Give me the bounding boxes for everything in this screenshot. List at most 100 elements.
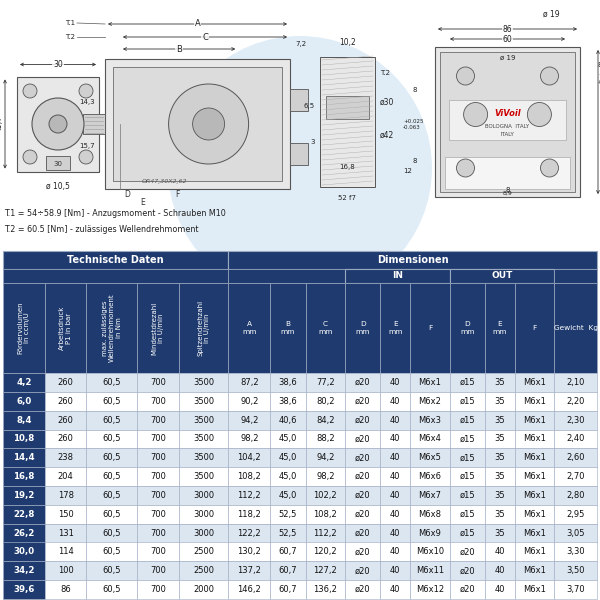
Text: M6x7: M6x7 (418, 491, 442, 500)
Text: M6x12: M6x12 (416, 585, 444, 594)
Text: ø20: ø20 (355, 472, 370, 481)
Text: A
mm: A mm (242, 322, 257, 335)
Text: OUT: OUT (491, 271, 512, 280)
Text: 120,2: 120,2 (314, 547, 337, 556)
Text: 700: 700 (150, 566, 166, 575)
Bar (45, 430, 86, 448)
Bar (305, 283, 345, 373)
Text: F: F (533, 325, 537, 331)
Bar (271, 373, 305, 392)
Text: 45,0: 45,0 (279, 491, 297, 500)
Text: ø20: ø20 (460, 585, 475, 594)
Bar (3, 542, 45, 562)
Text: ø30: ø30 (380, 98, 394, 107)
Text: T.1: T.1 (65, 20, 75, 26)
Text: 136,2: 136,2 (313, 585, 337, 594)
Text: 60,5: 60,5 (103, 378, 121, 387)
Text: 700: 700 (150, 585, 166, 594)
Text: 40: 40 (390, 397, 401, 406)
Bar (271, 580, 305, 599)
Text: 40: 40 (390, 434, 401, 443)
Text: F: F (428, 325, 432, 331)
Text: Mindestdrezahl
in U/min: Mindestdrezahl in U/min (151, 301, 164, 355)
Bar (45, 562, 86, 580)
Bar (515, 562, 554, 580)
Bar (345, 392, 380, 410)
Circle shape (79, 84, 93, 98)
Text: 98,2: 98,2 (240, 434, 259, 443)
Bar (229, 505, 271, 524)
Bar (271, 392, 305, 410)
Text: 238: 238 (58, 453, 74, 462)
Bar (229, 410, 271, 430)
Bar (345, 430, 380, 448)
Bar (554, 542, 597, 562)
Bar (271, 448, 305, 467)
Text: 40: 40 (390, 585, 401, 594)
Bar (229, 467, 271, 486)
Text: 60,5: 60,5 (103, 472, 121, 481)
Text: 35: 35 (494, 529, 505, 538)
Bar (17, 76, 99, 172)
Text: M6x10: M6x10 (416, 547, 444, 556)
Bar (305, 486, 345, 505)
Bar (3, 467, 45, 486)
Text: ø42: ø42 (380, 130, 394, 139)
Text: 3500: 3500 (193, 453, 214, 462)
Text: 3000: 3000 (193, 529, 214, 538)
Bar (449, 562, 485, 580)
Text: D
mm: D mm (355, 322, 370, 335)
Circle shape (32, 98, 84, 150)
Text: 8,9: 8,9 (503, 191, 512, 196)
Bar (554, 269, 597, 283)
Text: ViVoil: ViVoil (494, 109, 521, 118)
Text: 8: 8 (413, 86, 417, 92)
Text: M6x9: M6x9 (419, 529, 442, 538)
Bar (410, 448, 449, 467)
Bar (410, 392, 449, 410)
Text: 8: 8 (598, 62, 600, 68)
Bar (83, 114, 105, 134)
Text: 260: 260 (58, 397, 74, 406)
Circle shape (169, 84, 248, 164)
Text: 7,2: 7,2 (295, 41, 306, 47)
Text: 19,2: 19,2 (13, 491, 35, 500)
Text: T.2: T.2 (65, 34, 75, 40)
Text: M6x1: M6x1 (523, 491, 546, 500)
Text: 60,5: 60,5 (103, 510, 121, 519)
Bar (305, 467, 345, 486)
Bar (449, 283, 485, 373)
Bar (86, 505, 137, 524)
Bar (86, 392, 137, 410)
Text: 2500: 2500 (193, 566, 214, 575)
Text: 3500: 3500 (193, 378, 214, 387)
Bar (305, 542, 345, 562)
Text: 8,4: 8,4 (16, 416, 32, 425)
Bar (485, 448, 515, 467)
Bar (449, 430, 485, 448)
Text: 204: 204 (58, 472, 74, 481)
Bar (345, 467, 380, 486)
Bar (485, 410, 515, 430)
Bar (179, 562, 229, 580)
Text: ø20: ø20 (355, 434, 370, 443)
Text: ø20: ø20 (355, 491, 370, 500)
Text: C: C (202, 32, 208, 41)
Bar (515, 373, 554, 392)
Text: ø20: ø20 (460, 547, 475, 556)
Bar (485, 467, 515, 486)
Bar (105, 59, 290, 189)
Text: 3000: 3000 (193, 491, 214, 500)
Bar (410, 373, 449, 392)
Text: 2,10: 2,10 (566, 378, 585, 387)
Bar (380, 486, 410, 505)
Bar (179, 392, 229, 410)
Text: ø15: ø15 (460, 453, 475, 462)
Bar (554, 562, 597, 580)
Text: 14,3: 14,3 (79, 99, 95, 105)
Text: M6x4: M6x4 (419, 434, 442, 443)
Bar (3, 269, 229, 283)
Text: 102,2: 102,2 (314, 491, 337, 500)
Text: 100: 100 (58, 566, 74, 575)
Bar (3, 505, 45, 524)
